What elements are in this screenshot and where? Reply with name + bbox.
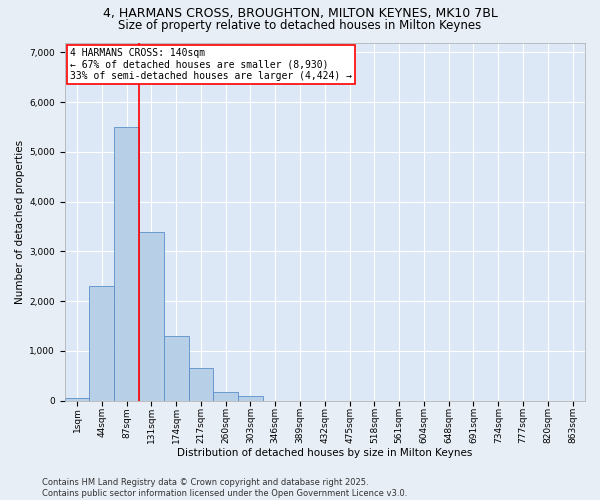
Bar bbox=[139, 232, 164, 400]
Bar bbox=[214, 392, 238, 400]
Bar bbox=[65, 398, 89, 400]
Bar bbox=[188, 368, 214, 400]
Text: Contains HM Land Registry data © Crown copyright and database right 2025.
Contai: Contains HM Land Registry data © Crown c… bbox=[42, 478, 407, 498]
Bar bbox=[238, 396, 263, 400]
Bar bbox=[164, 336, 188, 400]
Text: Size of property relative to detached houses in Milton Keynes: Size of property relative to detached ho… bbox=[118, 18, 482, 32]
X-axis label: Distribution of detached houses by size in Milton Keynes: Distribution of detached houses by size … bbox=[177, 448, 473, 458]
Text: 4 HARMANS CROSS: 140sqm
← 67% of detached houses are smaller (8,930)
33% of semi: 4 HARMANS CROSS: 140sqm ← 67% of detache… bbox=[70, 48, 352, 81]
Text: 4, HARMANS CROSS, BROUGHTON, MILTON KEYNES, MK10 7BL: 4, HARMANS CROSS, BROUGHTON, MILTON KEYN… bbox=[103, 8, 497, 20]
Bar bbox=[89, 286, 114, 401]
Bar bbox=[114, 127, 139, 400]
Y-axis label: Number of detached properties: Number of detached properties bbox=[15, 140, 25, 304]
